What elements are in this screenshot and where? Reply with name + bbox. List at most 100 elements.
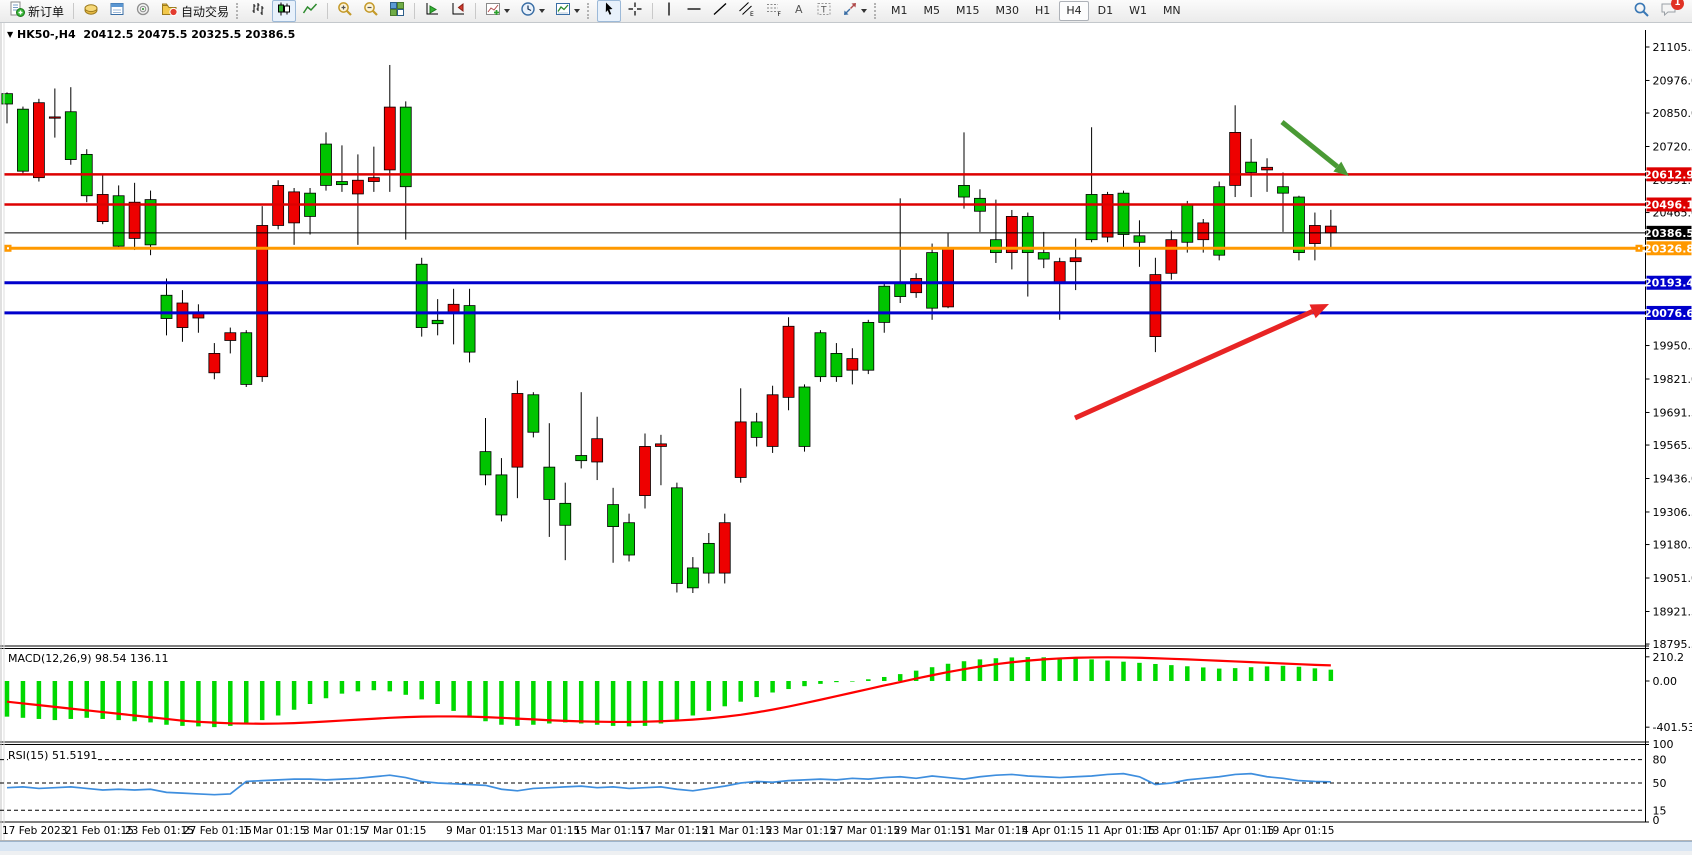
candle (576, 456, 587, 461)
candle (895, 282, 906, 296)
macd-panel: 210.20.00-401.53 (7, 651, 1692, 734)
candle (719, 523, 730, 573)
timeframe-D1[interactable]: D1 (1091, 1, 1120, 21)
trend-arrow-red[interactable] (1075, 304, 1329, 418)
toolbar-grip (587, 3, 592, 19)
svg-text:18795.5: 18795.5 (1653, 638, 1692, 651)
timeframe-M1[interactable]: M1 (884, 1, 915, 21)
new-order-button[interactable]: 新订单 (5, 0, 68, 22)
timeframe-M5[interactable]: M5 (917, 1, 948, 21)
vertical-line-button[interactable] (658, 0, 680, 22)
timeframe-M15[interactable]: M15 (949, 1, 987, 21)
timeframe-H1[interactable]: H1 (1028, 1, 1057, 21)
candle (241, 333, 252, 385)
candle (209, 353, 220, 372)
candle (1198, 223, 1209, 240)
auto-trading-button[interactable]: 自动交易 (157, 0, 233, 22)
chart-window[interactable]: ▼ HK50-,H4 20412.5 20475.5 20325.5 20386… (0, 22, 1692, 851)
svg-text:27 Mar 01:15: 27 Mar 01:15 (830, 825, 900, 837)
auto-scroll-button[interactable] (420, 0, 444, 22)
data-window-icon (109, 1, 125, 21)
dropdown-caret (861, 9, 867, 13)
dropdown-caret (574, 9, 580, 13)
candle (544, 467, 555, 499)
zoom-out-button[interactable] (359, 0, 383, 22)
horizontal-line-button[interactable] (682, 0, 706, 22)
candle (1230, 132, 1241, 185)
candle (927, 253, 938, 309)
data-window-button[interactable] (105, 0, 129, 22)
candle (1166, 240, 1177, 274)
candle (289, 192, 300, 223)
candle (1070, 258, 1081, 262)
candle (1102, 194, 1113, 237)
svg-text:21 Feb 01:15: 21 Feb 01:15 (65, 825, 134, 837)
candle (767, 395, 778, 447)
periods-button[interactable] (516, 0, 549, 22)
candle (65, 112, 76, 160)
trendline-icon (712, 1, 728, 21)
text-label-button[interactable]: T (812, 0, 836, 22)
timeframe-MN[interactable]: MN (1156, 1, 1188, 21)
svg-text:T: T (820, 6, 827, 16)
candle (1246, 162, 1257, 172)
text-button[interactable]: A (788, 0, 810, 22)
tile-windows-button[interactable] (385, 0, 409, 22)
candle (735, 422, 746, 478)
bar-chart-button[interactable] (246, 0, 270, 22)
trend-arrow-green[interactable] (1282, 122, 1349, 176)
candle (321, 144, 332, 185)
toolbar-grip (236, 3, 241, 19)
candle (815, 333, 826, 377)
separator (414, 3, 415, 19)
candle (416, 264, 427, 327)
candle (384, 107, 395, 170)
fibonacci-icon: F (765, 1, 782, 21)
candle (352, 180, 363, 194)
svg-text:20326.8: 20326.8 (1644, 242, 1692, 255)
chat-icon[interactable]: 1 (1660, 1, 1678, 22)
timeframe-M30[interactable]: M30 (989, 1, 1027, 21)
candle (1325, 226, 1336, 233)
timeframe-W1[interactable]: W1 (1122, 1, 1154, 21)
price-chart[interactable]: 21105.520976.020850.020720.520591.020465… (0, 22, 1692, 851)
timeframe-H4[interactable]: H4 (1059, 1, 1088, 21)
candle (1262, 167, 1273, 170)
candle (2, 94, 13, 104)
candle (161, 295, 172, 318)
candlestick-chart-button[interactable] (272, 0, 296, 22)
shapes-arrows-icon (842, 1, 858, 21)
separator (73, 3, 74, 19)
trendline-button[interactable] (708, 0, 732, 22)
search-icon[interactable] (1633, 1, 1650, 22)
cursor-button[interactable] (597, 0, 621, 22)
svg-text:13 Mar 01:15: 13 Mar 01:15 (510, 825, 580, 837)
candle (480, 452, 491, 475)
auto-trading-icon (161, 1, 178, 21)
svg-text:23 Mar 01:15: 23 Mar 01:15 (766, 825, 836, 837)
collapse-triangle-icon[interactable]: ▼ (7, 30, 13, 39)
candle (448, 304, 459, 312)
fibonacci-button[interactable]: F (761, 0, 786, 22)
crosshair-button[interactable] (623, 0, 647, 22)
market-watch-button[interactable] (79, 0, 103, 22)
signals-button[interactable] (131, 0, 155, 22)
svg-text:21 Mar 01:15: 21 Mar 01:15 (702, 825, 772, 837)
chart-shift-button[interactable] (446, 0, 470, 22)
window-bottom-edge (0, 841, 1692, 851)
svg-text:F: F (778, 11, 782, 17)
line-chart-button[interactable] (298, 0, 322, 22)
templates-button[interactable] (551, 0, 584, 22)
new-order-label: 新订单 (28, 3, 64, 20)
symbol-period: HK50-,H4 (17, 28, 76, 41)
separator (652, 3, 653, 19)
shapes-button[interactable] (838, 0, 871, 22)
equidistant-channel-button[interactable]: E (734, 0, 759, 22)
indicators-button[interactable] (481, 0, 514, 22)
bar-chart-icon (250, 1, 266, 21)
svg-text:1 Mar 01:15: 1 Mar 01:15 (243, 825, 306, 837)
candle (560, 503, 571, 525)
zoom-in-button[interactable] (333, 0, 357, 22)
candlestick-icon (276, 1, 292, 21)
